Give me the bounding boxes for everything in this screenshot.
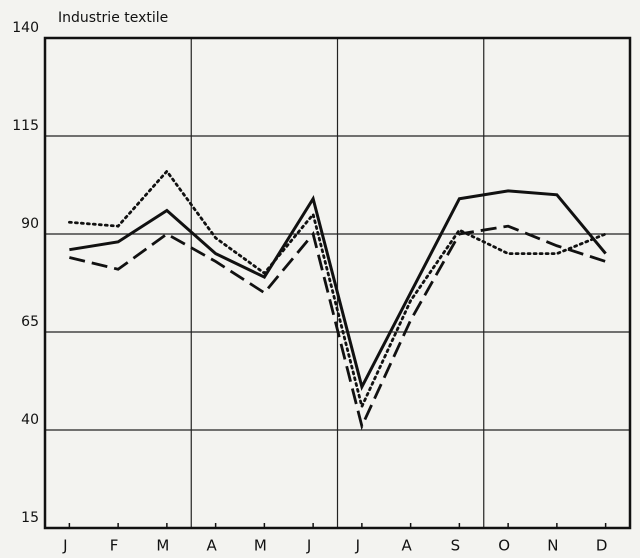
line-series — [67, 169, 608, 411]
line-series — [69, 224, 607, 431]
line-series — [69, 189, 607, 392]
x-tick-label: M — [254, 537, 267, 555]
x-tick-label: A — [206, 537, 217, 555]
y-tick-label: 140 — [12, 20, 39, 36]
chart-title: Industrie textile — [58, 10, 168, 26]
y-tick-label: 40 — [21, 412, 39, 428]
x-tick-label: M — [156, 537, 169, 555]
x-tick-label: O — [498, 537, 510, 555]
x-tick-label: J — [62, 537, 67, 555]
x-tick-label: N — [547, 537, 558, 555]
x-tick-label: D — [596, 537, 608, 555]
x-tick-label: A — [401, 537, 412, 555]
y-tick-label: 15 — [21, 510, 39, 526]
y-tick-label: 90 — [21, 216, 39, 232]
x-tick-label: J — [355, 537, 360, 555]
x-tick-label: S — [451, 537, 461, 555]
x-tick-label: F — [110, 537, 119, 555]
y-tick-label: 65 — [21, 314, 39, 330]
plot-frame — [43, 36, 632, 530]
y-tick-label: 115 — [12, 118, 39, 134]
x-tick-label: J — [306, 537, 311, 555]
